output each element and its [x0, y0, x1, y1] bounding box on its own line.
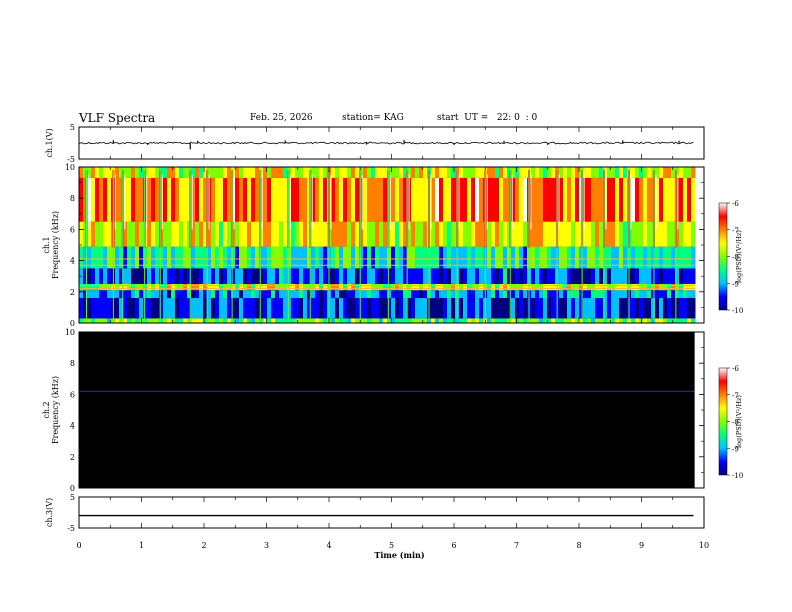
ch1-waveform-ytick-label: 5 — [70, 123, 75, 132]
ch2-spectrogram-ytick-label: 0 — [70, 484, 75, 493]
ch3-waveform-ytick-label: 5 — [70, 493, 75, 502]
ch2-spectrogram-ytick-label: 6 — [70, 390, 75, 399]
ch2-spectrogram-colorbar-tick-label: -6 — [732, 365, 739, 373]
ch1-spectrogram-band — [79, 284, 696, 291]
ch1-spectrogram-colorbar-tick-label: -9 — [732, 280, 739, 288]
xaxis-label: Time (min) — [374, 550, 424, 560]
ch1-waveform-trace — [78, 141, 694, 145]
ch2-spectrogram-colorbar-tick-label: -8 — [732, 419, 739, 427]
xtick-label: 6 — [451, 541, 456, 550]
ch1-spectrogram-band — [79, 298, 696, 319]
xtick-label: 4 — [326, 541, 331, 550]
ch1-waveform-ytick-label: -5 — [67, 155, 75, 164]
xtick-label: 1 — [139, 541, 144, 550]
ch1-spectrogram-colorbar-tick-label: -7 — [732, 227, 739, 235]
ch1-spectrogram-band — [79, 221, 696, 247]
ch3-waveform-ytick-label: -5 — [67, 524, 75, 533]
ch1-spectrogram-ytick-label: 8 — [70, 194, 75, 203]
ch1-spectrogram-colorbar — [718, 202, 728, 311]
ch2-spectrogram-colorbar-tick-label: -10 — [732, 472, 743, 480]
station-label: station= KAG — [342, 113, 404, 123]
ch1-spectrogram-ylabel-frequency: Frequency (kHz) — [51, 211, 60, 279]
ch2-spectrogram-colorbar — [718, 367, 728, 476]
xtick-label: 2 — [201, 541, 206, 550]
ch1-spectrogram-colorbar-tick-label: -10 — [732, 307, 743, 315]
ch2-spectrogram-ylabel-frequency: Frequency (kHz) — [51, 376, 60, 444]
xtick-label: 9 — [639, 541, 644, 550]
ch2-spectrogram-background — [79, 332, 695, 488]
xtick-label: 10 — [699, 541, 709, 550]
ch2-spectrogram-ytick-label: 4 — [70, 422, 75, 431]
ch1-waveform-ylabel: ch.1(V) — [45, 128, 54, 157]
ch1-spectrogram-ytick-label: 0 — [70, 319, 75, 328]
ch1-spectrogram-ytick-label: 2 — [70, 288, 75, 297]
ch1-spectrogram-colorbar-tick-label: -8 — [732, 254, 739, 262]
ch2-spectrogram-colorbar-tick-label: -9 — [732, 445, 739, 453]
xtick-label: 3 — [264, 541, 269, 550]
ch2-spectrogram-ytick-label: 8 — [70, 359, 75, 368]
ch2-spectrogram-colorbar-label: log(PSD)(V²/Hz) — [735, 395, 743, 448]
start-time-label: start UT = 22: 0 : 0 — [437, 113, 538, 123]
date-label: Feb. 25, 2026 — [250, 113, 313, 123]
ch1-spectrogram-band — [79, 290, 696, 299]
ch1-spectrogram-ytick-label: 6 — [70, 225, 75, 234]
chart-title: VLF Spectra — [79, 111, 156, 125]
ch1-spectrogram-band — [79, 268, 696, 284]
ch2-spectrogram-ytick-label: 2 — [70, 453, 75, 462]
ch3-waveform-ylabel: ch.3(V) — [45, 498, 54, 527]
ch2-spectrogram-colorbar-tick-label: -7 — [732, 392, 739, 400]
ch1-spectrogram-colorbar-label: log(PSD)(V²/Hz) — [735, 230, 743, 283]
xtick-label: 7 — [514, 541, 519, 550]
ch1-spectrogram-ytick-label: 4 — [70, 257, 75, 266]
ch1-spectrogram-ylabel: ch.1 — [42, 236, 51, 253]
ch2-spectrogram-ytick-label: 10 — [65, 328, 75, 337]
ch1-spectrogram-band — [79, 318, 696, 323]
xtick-label: 8 — [576, 541, 581, 550]
ch1-spectrogram-colorbar-tick-label: -6 — [732, 200, 739, 208]
ch2-spectrogram-ylabel: ch.2 — [42, 401, 51, 418]
ch1-spectrogram-band — [79, 177, 696, 222]
ch1-spectrogram-ytick-label: 10 — [65, 163, 75, 172]
xtick-label: 5 — [389, 541, 394, 550]
xtick-label: 0 — [76, 541, 81, 550]
